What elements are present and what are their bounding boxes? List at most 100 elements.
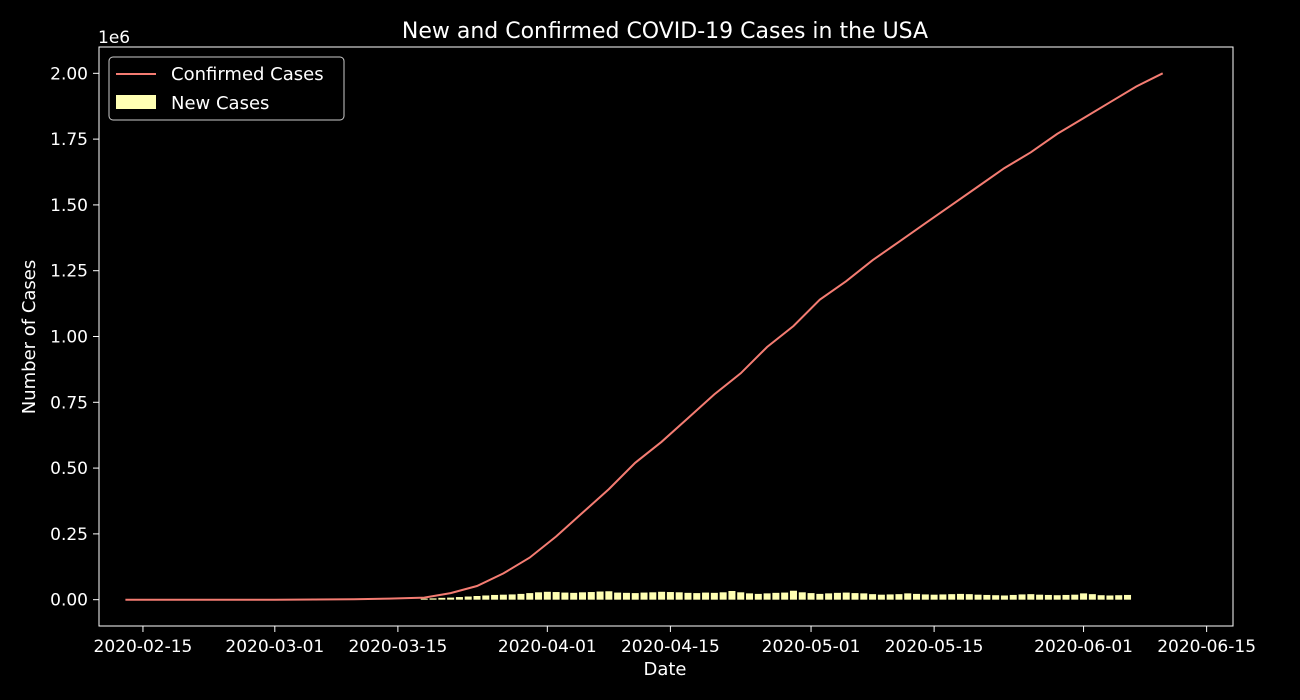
new-cases-bar <box>904 593 912 600</box>
new-cases-bar <box>482 595 490 600</box>
new-cases-bar <box>447 597 455 600</box>
new-cases-bar <box>816 593 824 600</box>
new-cases-bar <box>702 592 710 600</box>
new-cases-bar <box>965 594 973 600</box>
plot-frame <box>98 46 1234 627</box>
y-tick-label: 0.75 <box>50 393 88 413</box>
new-cases-bar <box>631 593 639 600</box>
new-cases-bar <box>825 593 833 600</box>
legend-bar-swatch <box>116 95 156 109</box>
new-cases-bar <box>640 592 648 600</box>
new-cases-bar <box>1044 594 1052 600</box>
new-cases-bar <box>983 594 991 600</box>
new-cases-bar <box>1027 594 1035 600</box>
x-tick-label: 2020-04-01 <box>498 637 597 657</box>
new-cases-bar <box>719 592 727 600</box>
new-cases-bar <box>561 592 569 600</box>
new-cases-bar <box>1123 594 1132 600</box>
new-cases-bar <box>622 592 630 600</box>
plot-area <box>98 46 1234 627</box>
new-cases-bar <box>1080 593 1088 600</box>
new-cases-bar <box>754 593 762 600</box>
x-axis-label: Date <box>643 659 686 680</box>
new-cases-bar <box>1106 595 1114 600</box>
new-cases-bar <box>578 592 587 600</box>
new-cases-bar <box>728 590 736 600</box>
new-cases-bar <box>1115 595 1123 600</box>
new-cases-bar <box>851 593 859 600</box>
new-cases-bar <box>614 592 622 600</box>
new-cases-bar <box>930 594 938 600</box>
new-cases-bar <box>473 595 481 600</box>
new-cases-bar <box>833 592 841 600</box>
y-offset-label: 1e6 <box>98 28 130 48</box>
new-cases-bar <box>1071 594 1079 600</box>
new-cases-bar <box>666 592 674 600</box>
chart-title: New and Confirmed COVID-19 Cases in the … <box>402 19 928 44</box>
new-cases-bar <box>587 592 595 600</box>
new-cases-bar <box>737 592 745 600</box>
new-cases-bar <box>517 593 525 600</box>
x-tick-label: 2020-05-15 <box>885 637 984 657</box>
new-cases-bar <box>649 592 657 600</box>
new-cases-bar <box>1009 594 1017 600</box>
new-cases-bar <box>886 594 894 600</box>
new-cases-bar <box>455 597 463 600</box>
new-cases-bar <box>605 591 613 600</box>
new-cases-bar <box>552 592 560 600</box>
y-tick-label: 1.50 <box>50 196 88 216</box>
new-cases-bar <box>570 592 578 600</box>
x-tick-label: 2020-04-15 <box>621 637 720 657</box>
x-tick-label: 2020-06-15 <box>1157 637 1256 657</box>
new-cases-bar <box>1097 595 1105 600</box>
new-cases-bar <box>1000 595 1008 600</box>
new-cases-bar <box>772 592 780 600</box>
new-cases-bar <box>596 591 604 600</box>
new-cases-bar <box>895 594 903 600</box>
new-cases-bar <box>913 593 921 600</box>
new-cases-bar <box>429 598 437 600</box>
y-axis: 0.00 0.25 0.50 0.75 1.00 1.25 1.50 1.75 2.00 <box>50 64 99 611</box>
legend-label-new: New Cases <box>171 93 269 114</box>
new-cases-bar <box>693 593 701 600</box>
new-cases-bar <box>710 592 718 600</box>
new-cases-bar <box>1036 594 1044 600</box>
new-cases-bar <box>535 592 543 600</box>
x-tick-label: 2020-06-01 <box>1034 637 1133 657</box>
new-cases-bar <box>939 594 947 600</box>
y-tick-label: 1.75 <box>50 130 88 150</box>
new-cases-bar <box>499 594 507 600</box>
new-cases-bar <box>526 593 534 600</box>
new-cases-bar <box>438 597 446 600</box>
new-cases-bar <box>781 592 789 600</box>
y-tick-label: 0.00 <box>50 591 88 611</box>
legend-box <box>108 56 345 121</box>
new-cases-bar <box>877 594 885 600</box>
confirmed-cases-line <box>125 72 1164 601</box>
new-cases-bar <box>763 593 771 600</box>
y-tick-label: 0.25 <box>50 525 88 545</box>
y-tick-label: 1.25 <box>50 262 88 282</box>
new-cases-bar <box>420 598 428 600</box>
new-cases-bar <box>658 591 666 600</box>
new-cases-bar <box>675 592 683 600</box>
legend: Confirmed Cases New Cases <box>108 56 345 121</box>
new-cases-bar <box>1053 595 1061 600</box>
new-cases-bar <box>684 592 692 600</box>
new-cases-bar <box>992 595 1000 600</box>
new-cases-bar <box>807 593 815 600</box>
new-cases-bar <box>745 593 754 600</box>
x-axis: 2020-02-15 2020-03-01 2020-03-15 2020-04-01… <box>94 626 1256 657</box>
new-cases-bar <box>974 594 982 600</box>
new-cases-bar <box>464 596 472 600</box>
new-cases-bar <box>869 594 877 600</box>
y-tick-label: 2.00 <box>50 64 88 84</box>
new-cases-bar <box>921 594 929 600</box>
new-cases-bar <box>1062 594 1070 600</box>
new-cases-bar <box>860 593 868 600</box>
x-tick-label: 2020-03-01 <box>225 637 324 657</box>
new-cases-bar <box>1018 594 1026 600</box>
legend-label-confirmed: Confirmed Cases <box>171 64 324 85</box>
new-cases-bar <box>508 594 516 600</box>
